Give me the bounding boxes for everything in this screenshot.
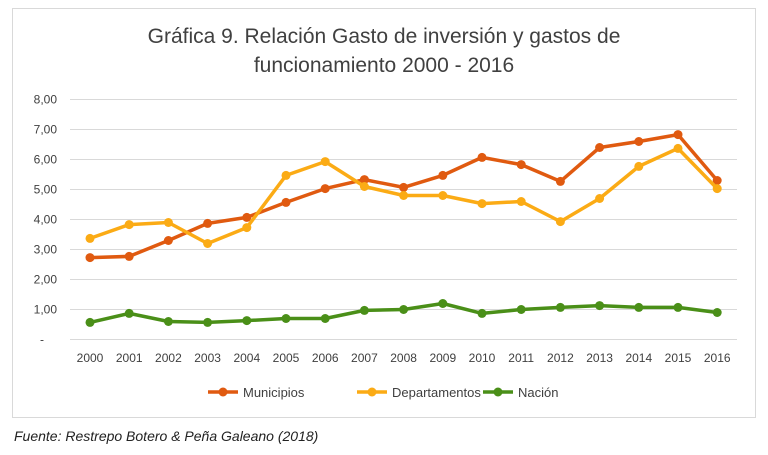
x-tick-label: 2003: [194, 351, 221, 365]
data-point: [124, 251, 134, 261]
data-point: [359, 175, 369, 185]
data-point: [555, 302, 565, 312]
x-tick-label: 2013: [586, 351, 613, 365]
data-point: [320, 157, 330, 167]
x-tick-label: 2001: [116, 351, 143, 365]
y-tick-label: 5,00: [34, 183, 58, 197]
x-tick-label: 2011: [508, 351, 534, 365]
data-point: [163, 317, 173, 326]
y-tick-label: 2,00: [34, 273, 58, 287]
data-point: [242, 212, 252, 222]
data-point: [712, 308, 722, 317]
data-point: [163, 218, 173, 227]
data-point: [477, 152, 487, 162]
y-tick-label: 6,00: [34, 153, 58, 167]
data-point: [595, 194, 605, 203]
legend-marker: [367, 387, 377, 397]
data-point: [673, 143, 683, 153]
data-point: [634, 302, 644, 312]
legend-marker: [218, 387, 228, 397]
data-point: [595, 301, 605, 311]
chart-title: Gráfica 9. Relación Gasto de inversión y…: [12, 22, 756, 80]
legend-label: Departamentos: [392, 385, 481, 400]
data-point: [712, 184, 722, 194]
data-point: [85, 253, 95, 263]
data-point: [242, 316, 252, 326]
y-tick-label: 4,00: [34, 213, 58, 227]
chart-title-line1: Gráfica 9. Relación Gasto de inversión y…: [147, 25, 621, 48]
data-point: [516, 197, 526, 206]
data-point: [242, 223, 252, 233]
x-tick-label: 2000: [77, 351, 104, 365]
data-point: [438, 299, 448, 308]
data-point: [555, 217, 565, 227]
data-point: [438, 191, 448, 200]
y-tick-label: 8,00: [34, 93, 58, 107]
data-point: [477, 308, 487, 318]
data-point: [320, 314, 330, 323]
legend-marker: [493, 387, 503, 397]
data-point: [359, 305, 369, 315]
data-point: [634, 137, 644, 146]
data-point: [712, 176, 722, 185]
x-tick-label: 2012: [547, 351, 574, 365]
legend-label: Nación: [518, 385, 558, 400]
data-point: [399, 191, 409, 200]
x-tick-label: 2016: [704, 351, 731, 365]
data-point: [163, 236, 173, 245]
x-tick-label: 2009: [429, 351, 456, 365]
data-point: [203, 218, 213, 228]
x-tick-label: 2007: [351, 351, 378, 365]
chart-title-line2: funcionamiento 2000 - 2016: [253, 54, 515, 77]
chart-frame: [12, 8, 756, 418]
x-tick-label: 2005: [273, 351, 300, 365]
data-point: [124, 220, 134, 230]
y-tick-label: 3,00: [34, 243, 58, 257]
y-tick-label: 7,00: [34, 123, 58, 137]
legend-label: Municipios: [243, 385, 305, 400]
data-point: [85, 317, 95, 327]
data-point: [673, 130, 683, 140]
data-point: [281, 170, 291, 180]
data-point: [359, 182, 369, 191]
y-tick-label: 1,00: [34, 303, 58, 317]
source-caption: Fuente: Restrepo Botero & Peña Galeano (…: [14, 428, 319, 444]
x-tick-label: 2006: [312, 351, 339, 365]
data-point: [634, 161, 644, 171]
data-point: [203, 317, 213, 327]
data-point: [673, 302, 683, 312]
data-point: [203, 239, 213, 248]
data-point: [281, 314, 291, 323]
x-tick-label: 2002: [155, 351, 182, 365]
data-point: [516, 305, 526, 314]
data-point: [438, 170, 448, 180]
data-point: [85, 233, 95, 243]
x-tick-label: 2010: [469, 351, 496, 365]
x-tick-label: 2008: [390, 351, 417, 365]
data-point: [555, 176, 565, 186]
x-tick-label: 2014: [625, 351, 652, 365]
data-point: [516, 160, 526, 170]
data-point: [399, 305, 409, 314]
data-point: [477, 199, 487, 209]
data-point: [595, 143, 605, 152]
x-tick-label: 2004: [233, 351, 260, 365]
data-point: [320, 184, 330, 194]
data-point: [281, 197, 291, 207]
x-tick-label: 2015: [665, 351, 692, 365]
data-point: [399, 182, 409, 192]
y-tick-label: -: [40, 333, 44, 347]
data-point: [124, 308, 134, 318]
